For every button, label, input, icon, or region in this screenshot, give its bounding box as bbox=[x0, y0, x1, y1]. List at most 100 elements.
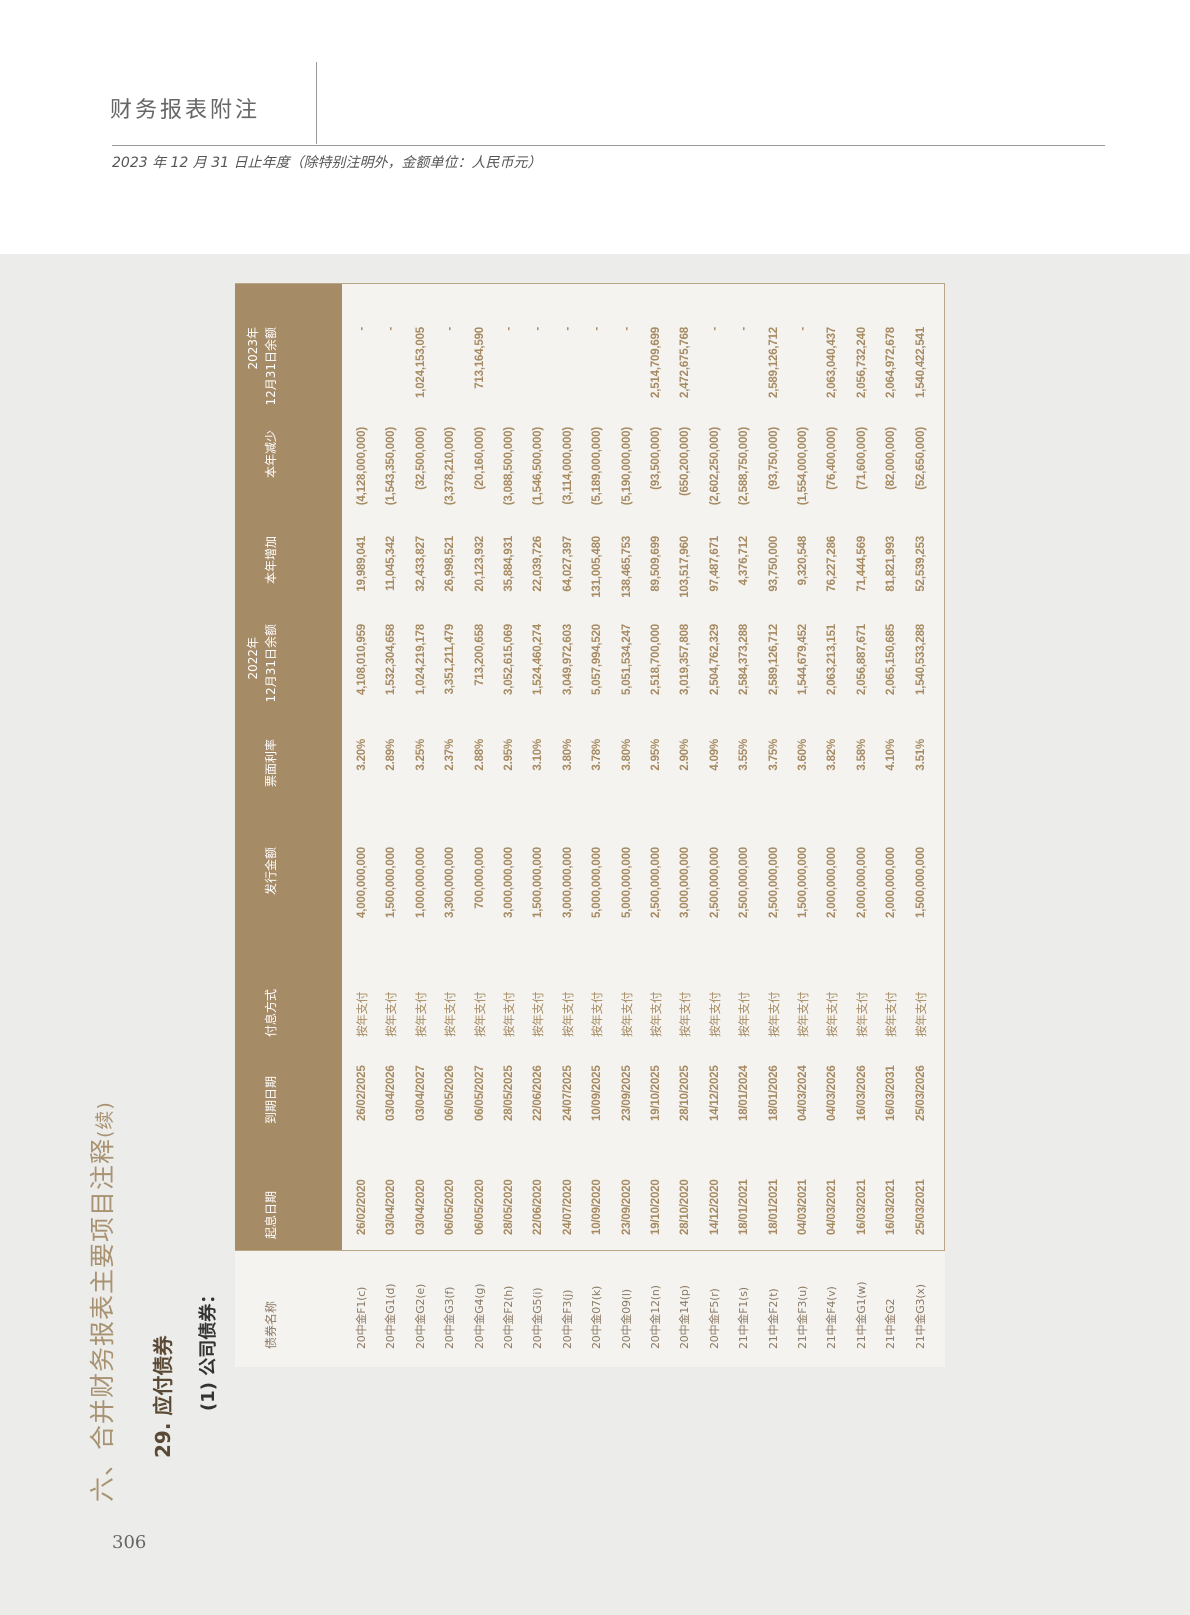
cell-start-date: 25/03/2021 bbox=[914, 1179, 927, 1235]
cell-opening-balance: 4,108,010,959 bbox=[356, 624, 368, 695]
cell-closing-balance: 713,164,590 bbox=[473, 327, 486, 389]
cell-increase: 89,509,699 bbox=[650, 536, 662, 592]
cell-decrease: (650,200,000) bbox=[679, 427, 692, 497]
cell-coupon-rate: 2.89% bbox=[385, 739, 398, 771]
cell-coupon-rate: 3.78% bbox=[591, 739, 604, 771]
cell-coupon-rate: 3.60% bbox=[797, 739, 809, 771]
table-row: 20中金G4(g) 06/05/2020 06/05/2027 按年支付 700,000… bbox=[465, 284, 495, 1367]
header-opening-year: 2022年 bbox=[246, 637, 260, 680]
cell-payment-method: 按年支付 bbox=[707, 991, 722, 1037]
header-divider-vertical bbox=[316, 62, 317, 144]
cell-start-date: 04/03/2021 bbox=[797, 1179, 809, 1235]
cell-opening-balance: 2,056,887,671 bbox=[855, 624, 868, 695]
cell-issue-amount: 2,000,000,000 bbox=[855, 847, 868, 918]
cell-decrease: (76,400,000) bbox=[826, 427, 839, 490]
table-row: 20中金G3(f) 06/05/2020 06/05/2026 按年支付 3,300,0… bbox=[435, 284, 465, 1367]
cell-opening-balance: 2,063,213,151 bbox=[826, 624, 839, 695]
cell-coupon-rate: 3.80% bbox=[561, 739, 574, 771]
section-title: 六、合并财务报表主要项目注释(续) bbox=[88, 1101, 120, 1502]
cell-increase: 81,821,993 bbox=[885, 536, 898, 592]
header-closing-year: 2023年 bbox=[246, 327, 260, 370]
cell-payment-method: 按年支付 bbox=[884, 991, 899, 1037]
cell-opening-balance: 2,518,700,000 bbox=[650, 624, 662, 695]
cell-payment-method: 按年支付 bbox=[649, 991, 663, 1037]
header-name: 债券名称 bbox=[264, 1300, 278, 1349]
cell-increase: 22,039,726 bbox=[532, 536, 545, 592]
doc-subtitle: 2023 年 12 月 31 日止年度（除特别注明外，金额单位：人民币元） bbox=[112, 155, 542, 171]
cell-coupon-rate: 3.82% bbox=[826, 739, 839, 771]
cell-maturity-date: 04/03/2026 bbox=[826, 1065, 839, 1121]
page-number: 306 bbox=[112, 1532, 147, 1553]
cell-closing-balance: - bbox=[385, 327, 398, 331]
cell-start-date: 26/02/2020 bbox=[356, 1179, 368, 1235]
cell-increase: 64,027,397 bbox=[561, 536, 574, 592]
section-continued: (续) bbox=[94, 1101, 116, 1138]
table-bottom-line bbox=[944, 284, 945, 1251]
table-row: 21中金G3(x) 25/03/2021 25/03/2026 按年支付 1,500,0… bbox=[906, 284, 936, 1367]
cell-closing-balance: 2,514,709,699 bbox=[650, 327, 662, 398]
cell-issue-amount: 1,500,000,000 bbox=[797, 847, 809, 918]
cell-maturity-date: 24/07/2025 bbox=[561, 1065, 574, 1121]
cell-opening-balance: 1,024,219,178 bbox=[414, 624, 427, 695]
cell-closing-balance: - bbox=[444, 327, 457, 331]
cell-opening-balance: 2,589,126,712 bbox=[767, 624, 780, 695]
cell-issue-amount: 2,500,000,000 bbox=[738, 847, 751, 918]
cell-coupon-rate: 4.10% bbox=[885, 739, 898, 771]
item-title: (1) 公司债券： bbox=[198, 1285, 219, 1411]
cell-start-date: 04/03/2021 bbox=[826, 1179, 839, 1235]
cell-coupon-rate: 3.80% bbox=[620, 739, 633, 771]
cell-payment-method: 按年支付 bbox=[531, 991, 546, 1037]
table-row: 21中金G2 16/03/2021 16/03/2031 按年支付 2,000,000,… bbox=[876, 284, 906, 1367]
cell-increase: 71,444,569 bbox=[855, 536, 868, 592]
header-decrease: 本年减少 bbox=[264, 430, 278, 479]
cell-increase: 97,487,671 bbox=[708, 536, 721, 592]
cell-maturity-date: 28/10/2025 bbox=[679, 1065, 692, 1121]
cell-decrease: (93,500,000) bbox=[650, 427, 662, 490]
doc-title: 财务报表附注 bbox=[110, 98, 261, 123]
cell-closing-balance: 1,024,153,005 bbox=[414, 327, 427, 398]
cell-decrease: (3,088,500,000) bbox=[503, 427, 515, 506]
cell-coupon-rate: 3.25% bbox=[414, 739, 427, 771]
cell-issue-amount: 2,500,000,000 bbox=[767, 847, 780, 918]
cell-issue-amount: 5,000,000,000 bbox=[591, 847, 604, 918]
cell-bond-name: 20中金14(p) bbox=[678, 1285, 692, 1349]
cell-opening-balance: 1,544,679,452 bbox=[797, 624, 809, 695]
cell-maturity-date: 06/05/2026 bbox=[444, 1065, 457, 1121]
cell-coupon-rate: 3.20% bbox=[356, 739, 368, 771]
cell-decrease: (5,189,000,000) bbox=[591, 427, 604, 506]
cell-increase: 26,998,521 bbox=[444, 536, 457, 592]
cell-issue-amount: 3,000,000,000 bbox=[503, 847, 515, 918]
cell-decrease: (32,500,000) bbox=[414, 427, 427, 490]
cell-closing-balance: - bbox=[532, 327, 545, 331]
cell-decrease: (2,602,250,000) bbox=[708, 427, 721, 506]
cell-coupon-rate: 2.90% bbox=[679, 739, 692, 771]
cell-opening-balance: 2,065,150,685 bbox=[885, 624, 898, 695]
cell-start-date: 06/05/2020 bbox=[473, 1179, 486, 1235]
table-row: 20中金F5(r) 14/12/2020 14/12/2025 按年支付 2,500,0… bbox=[700, 284, 730, 1367]
header-coupon-rate: 票面利率 bbox=[264, 739, 278, 788]
cell-increase: 131,005,480 bbox=[591, 536, 604, 598]
cell-payment-method: 按年支付 bbox=[796, 991, 810, 1037]
section-title-text: 六、合并财务报表主要项目注释 bbox=[88, 1137, 117, 1502]
cell-issue-amount: 1,500,000,000 bbox=[914, 847, 927, 918]
cell-maturity-date: 18/01/2024 bbox=[738, 1065, 751, 1121]
cell-start-date: 18/01/2021 bbox=[738, 1179, 751, 1235]
cell-start-date: 24/07/2020 bbox=[561, 1179, 574, 1235]
cell-maturity-date: 03/04/2027 bbox=[414, 1065, 427, 1121]
table-row: 20中金F3(j) 24/07/2020 24/07/2025 按年支付 3,000,0… bbox=[553, 284, 583, 1367]
cell-increase: 52,539,253 bbox=[914, 536, 927, 592]
cell-coupon-rate: 3.55% bbox=[738, 739, 751, 771]
cell-maturity-date: 10/09/2025 bbox=[591, 1065, 604, 1121]
cell-bond-name: 20中金07(k) bbox=[590, 1285, 604, 1349]
table-row: 20中金07(k) 10/09/2020 10/09/2025 按年支付 5,000,0… bbox=[582, 284, 612, 1367]
cell-decrease: (1,554,000,000) bbox=[797, 427, 809, 506]
cell-issue-amount: 2,500,000,000 bbox=[708, 847, 721, 918]
cell-issue-amount: 1,000,000,000 bbox=[414, 847, 427, 918]
cell-opening-balance: 1,540,533,288 bbox=[914, 624, 927, 695]
cell-closing-balance: - bbox=[561, 327, 574, 331]
cell-decrease: (1,546,500,000) bbox=[532, 427, 545, 506]
table-row: 20中金G2(e) 03/04/2020 03/04/2027 按年支付 1,000,0… bbox=[406, 284, 436, 1367]
cell-payment-method: 按年支付 bbox=[355, 991, 369, 1037]
cell-issue-amount: 4,000,000,000 bbox=[356, 847, 368, 918]
table-row: 20中金14(p) 28/10/2020 28/10/2025 按年支付 3,000,0… bbox=[670, 284, 700, 1367]
